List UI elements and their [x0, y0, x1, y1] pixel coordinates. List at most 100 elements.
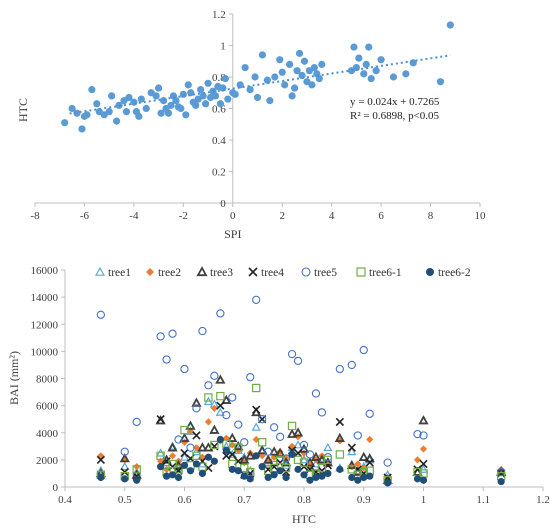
y-tick-label: 4000	[36, 428, 59, 440]
data-point	[252, 405, 261, 414]
data-point	[293, 67, 301, 75]
data-point	[219, 84, 227, 92]
data-point	[287, 421, 297, 431]
data-point	[222, 410, 231, 420]
data-point	[372, 67, 380, 75]
data-point	[360, 70, 368, 78]
data-point	[269, 423, 279, 432]
data-point	[68, 104, 76, 113]
data-point	[293, 356, 303, 366]
data-point	[419, 445, 428, 453]
data-point	[347, 443, 356, 452]
data-point	[179, 432, 190, 442]
bai-htc-scatter-chart: 0.4 0.5 0.6 0.7 0.8 0.9 1 1.1 1.2 0 2000 4000 6000 8…	[7, 265, 550, 526]
data-point	[132, 417, 141, 427]
data-point	[179, 90, 187, 98]
data-point	[96, 310, 105, 319]
y-tick-label: 1	[220, 41, 226, 53]
htc-spi-scatter-chart: -8 -6 -4 -2 0 2 4 6 8 10 00.20.40.60.811.2 HTC SP…	[16, 9, 486, 241]
data-point	[384, 479, 392, 487]
data-point	[299, 440, 309, 450]
data-point	[157, 463, 165, 471]
data-point	[268, 446, 280, 456]
x-tick-label: 0.5	[118, 494, 132, 506]
data-point	[293, 448, 303, 458]
data-point	[155, 84, 163, 92]
data-point	[246, 475, 254, 483]
data-point	[276, 56, 284, 64]
data-point	[167, 442, 178, 452]
data-point	[215, 374, 226, 384]
x-tick-label: 0.6	[178, 494, 192, 506]
data-point	[222, 446, 230, 454]
data-point	[234, 446, 242, 454]
y-tick-label: 10000	[31, 346, 59, 358]
data-point	[216, 401, 225, 410]
y-tick-label: 0	[53, 482, 59, 494]
regression-equation: y = 0.024x + 0.7265	[350, 96, 440, 108]
trendline	[69, 54, 451, 115]
data-point	[210, 404, 218, 412]
x-tick-label: 1.2	[536, 494, 550, 506]
data-point	[281, 454, 291, 463]
data-point	[228, 450, 237, 459]
data-point	[157, 109, 165, 117]
data-point	[347, 360, 356, 370]
data-point	[365, 458, 374, 467]
data-point	[105, 108, 113, 116]
data-point	[184, 81, 192, 89]
data-point	[192, 444, 201, 452]
data-point	[348, 473, 356, 482]
data-point	[377, 56, 385, 64]
data-point	[174, 435, 183, 444]
data-point	[346, 459, 357, 470]
x-tick-label: -6	[80, 210, 90, 222]
y-tick-label: 0.4	[212, 135, 226, 147]
data-point	[197, 442, 208, 452]
data-point	[294, 433, 302, 441]
data-point	[215, 407, 225, 416]
y-tick-labels: 0 2000 4000 6000 8000 10000 12000 14000 16000	[31, 265, 65, 494]
x-tick-label: 0.8	[297, 494, 311, 506]
data-point	[201, 100, 210, 108]
data-point	[241, 63, 249, 72]
data-point	[227, 449, 237, 458]
data-point	[347, 446, 357, 456]
data-point	[354, 460, 362, 468]
data-point	[402, 70, 410, 78]
data-point	[210, 371, 219, 380]
data-point	[446, 21, 454, 29]
data-point	[295, 49, 304, 57]
data-point	[258, 51, 267, 59]
data-point	[364, 453, 375, 463]
legend-marker	[356, 267, 366, 277]
legend-marker	[94, 266, 106, 276]
data-point	[310, 451, 322, 461]
data-point	[317, 408, 327, 417]
legend-marker	[146, 268, 154, 276]
data-point	[353, 431, 362, 440]
data-point	[93, 100, 101, 108]
data-point	[251, 73, 259, 81]
data-point	[180, 364, 189, 374]
data-point	[276, 448, 284, 456]
data-point	[180, 461, 189, 469]
data-point	[132, 467, 142, 476]
data-point	[197, 86, 205, 94]
data-point	[497, 469, 506, 478]
data-point	[174, 473, 183, 482]
data-point	[159, 97, 168, 105]
data-point	[233, 440, 244, 451]
data-point	[231, 90, 239, 98]
data-point	[347, 465, 357, 474]
data-point	[198, 453, 207, 461]
data-point	[292, 427, 304, 437]
data-point	[354, 476, 362, 484]
data-point	[323, 455, 333, 465]
data-point	[122, 108, 131, 116]
data-point	[271, 73, 279, 81]
legend-marker	[426, 268, 434, 276]
data-point	[419, 459, 428, 469]
data-point	[419, 431, 428, 440]
